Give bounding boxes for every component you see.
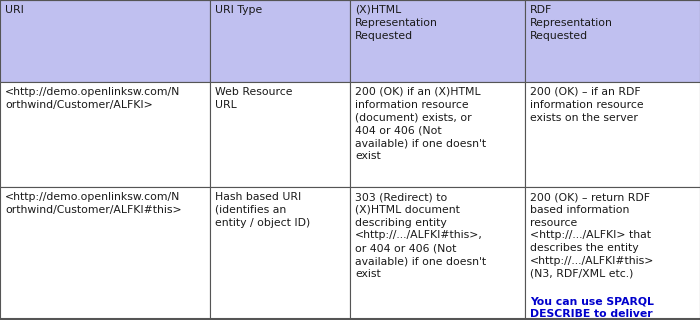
Bar bbox=[350, 82, 525, 187]
Text: 200 (OK) if an (X)HTML
information resource
(document) exists, or
404 or 406 (No: 200 (OK) if an (X)HTML information resou… bbox=[355, 87, 486, 161]
Bar bbox=[350, 187, 525, 320]
Bar bbox=[350, 0, 525, 82]
Text: 200 (OK) – return RDF
based information
resource
<http://.../ALFKI> that
describ: 200 (OK) – return RDF based information … bbox=[530, 192, 654, 279]
Text: You can use SPARQL
DESCRIBE to deliver
RDF based description: You can use SPARQL DESCRIBE to deliver R… bbox=[530, 296, 668, 320]
Text: URI: URI bbox=[5, 5, 24, 15]
Text: (X)HTML
Representation
Requested: (X)HTML Representation Requested bbox=[355, 5, 438, 41]
Text: RDF
Representation
Requested: RDF Representation Requested bbox=[530, 5, 613, 41]
Text: 200 (OK) – if an RDF
information resource
exists on the server: 200 (OK) – if an RDF information resourc… bbox=[530, 87, 643, 123]
Bar bbox=[0, 0, 210, 82]
Bar bbox=[0, 82, 210, 187]
Text: Web Resource
URL: Web Resource URL bbox=[215, 87, 293, 110]
Bar bbox=[525, 187, 700, 320]
Bar bbox=[525, 82, 700, 187]
Bar bbox=[210, 187, 350, 320]
Bar bbox=[525, 0, 700, 82]
Bar bbox=[0, 187, 210, 320]
Text: Hash based URI
(identifies an
entity / object ID): Hash based URI (identifies an entity / o… bbox=[215, 192, 310, 228]
Text: <http://demo.openlinksw.com/N
orthwind/Customer/ALFKI#this>: <http://demo.openlinksw.com/N orthwind/C… bbox=[5, 192, 181, 215]
Text: <http://demo.openlinksw.com/N
orthwind/Customer/ALFKI>: <http://demo.openlinksw.com/N orthwind/C… bbox=[5, 87, 181, 110]
Bar bbox=[210, 82, 350, 187]
Text: URI Type: URI Type bbox=[215, 5, 262, 15]
Bar bbox=[210, 0, 350, 82]
Text: 303 (Redirect) to
(X)HTML document
describing entity
<http://.../ALFKI#this>,
or: 303 (Redirect) to (X)HTML document descr… bbox=[355, 192, 486, 279]
